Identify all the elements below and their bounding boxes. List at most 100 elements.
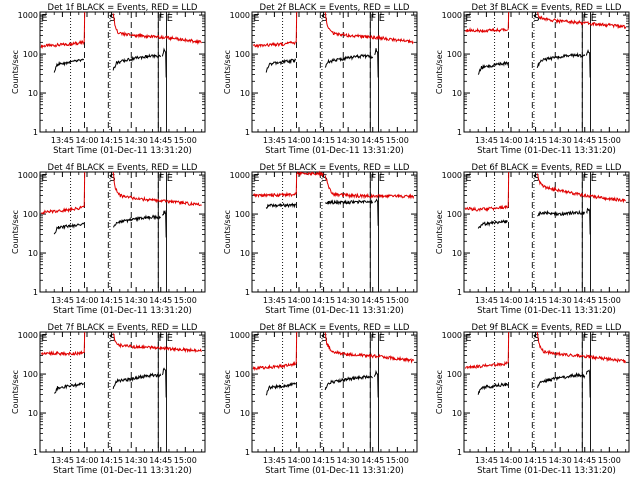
series-events-trace xyxy=(324,53,374,68)
x-tick-label: 15:00 xyxy=(386,136,409,145)
y-axis-label: Counts/sec xyxy=(223,50,232,94)
series-events-trace xyxy=(324,374,373,391)
y-tick-label: 1000 xyxy=(18,171,38,180)
series-lld-trace xyxy=(507,331,510,364)
plot-frame xyxy=(39,331,206,453)
x-tick-label: 14:00 xyxy=(499,456,522,465)
series-events-trace xyxy=(585,48,591,78)
marker-label: F xyxy=(158,173,164,184)
series-lld-trace xyxy=(83,11,86,43)
x-tick-label: 15:00 xyxy=(386,296,409,305)
x-tick-label: 15:00 xyxy=(386,456,409,465)
marker-label: E xyxy=(167,333,173,344)
x-tick-label: 13:45 xyxy=(263,456,286,465)
x-tick-label: 14:00 xyxy=(287,456,310,465)
y-axis-label: Counts/sec xyxy=(11,370,20,414)
series-events-trace xyxy=(324,199,374,206)
series-events-trace xyxy=(53,58,85,73)
x-tick-label: 14:15 xyxy=(100,456,123,465)
y-tick-label: 10 xyxy=(452,409,462,418)
x-tick-label: 14:15 xyxy=(100,296,123,305)
marker-label: S xyxy=(321,333,327,344)
y-axis-label: Counts/sec xyxy=(223,370,232,414)
panel-title: Det 7f BLACK = Events, RED = LLD xyxy=(48,323,198,333)
series-events-trace xyxy=(265,202,297,210)
x-tick-label: 14:45 xyxy=(573,456,596,465)
plot-frame xyxy=(251,11,418,133)
plot-frame xyxy=(463,331,630,453)
x-tick-label: 14:15 xyxy=(524,136,547,145)
y-tick-label: 100 xyxy=(447,50,462,59)
x-tick-label: 13:45 xyxy=(263,136,286,145)
x-tick-label: 14:15 xyxy=(312,456,335,465)
marker-label: E xyxy=(41,173,47,184)
x-tick-label: 14:00 xyxy=(75,136,98,145)
x-tick-label: 14:15 xyxy=(524,296,547,305)
series-events-trace xyxy=(477,60,509,75)
x-axis-label: Start Time (01-Dec-11 13:31:20) xyxy=(265,466,404,476)
y-tick-label: 1000 xyxy=(18,11,38,20)
series-lld-trace xyxy=(537,11,627,30)
series-events-trace xyxy=(585,207,591,235)
series-events-trace xyxy=(374,48,379,78)
series-lld-trace xyxy=(536,331,627,364)
series-events-trace xyxy=(53,382,84,394)
marker-label: E xyxy=(253,173,259,184)
series-events-trace xyxy=(112,53,162,71)
panel-title: Det 5f BLACK = Events, RED = LLD xyxy=(260,163,410,173)
series-lld-trace xyxy=(112,333,202,354)
y-tick-label: 1000 xyxy=(442,331,462,340)
panel-title: Det 8f BLACK = Events, RED = LLD xyxy=(260,323,410,333)
x-tick-label: 14:45 xyxy=(361,456,384,465)
x-tick-label: 15:00 xyxy=(598,456,621,465)
x-tick-label: 14:30 xyxy=(549,456,572,465)
marker-label: F xyxy=(370,173,376,184)
series-events-trace xyxy=(477,382,509,395)
y-tick-label: 1 xyxy=(245,288,250,297)
x-tick-label: 13:45 xyxy=(475,296,498,305)
marker-label: E xyxy=(591,13,597,24)
y-tick-label: 100 xyxy=(23,210,38,219)
series-events-trace xyxy=(112,214,161,228)
y-tick-label: 10 xyxy=(240,249,250,258)
x-tick-label: 14:45 xyxy=(361,136,384,145)
x-tick-label: 15:00 xyxy=(174,456,197,465)
x-tick-label: 13:45 xyxy=(263,296,286,305)
y-tick-label: 1 xyxy=(245,128,250,137)
y-axis-label: Counts/sec xyxy=(435,370,444,414)
series-events-trace xyxy=(265,382,297,396)
x-axis-label: Start Time (01-Dec-11 13:31:20) xyxy=(53,306,192,316)
series-lld-trace xyxy=(295,173,298,195)
plot-frame xyxy=(39,171,206,293)
series-lld-trace xyxy=(295,11,298,43)
y-tick-label: 100 xyxy=(447,370,462,379)
marker-label: S xyxy=(533,13,539,24)
series-events-trace xyxy=(537,209,586,217)
series-lld-trace xyxy=(464,204,509,213)
panel-title: Det 2f BLACK = Events, RED = LLD xyxy=(260,3,410,13)
y-axis-label: Counts/sec xyxy=(223,210,232,254)
marker-label: E xyxy=(253,333,259,344)
x-tick-label: 14:00 xyxy=(287,296,310,305)
marker-label: E xyxy=(465,173,471,184)
x-tick-label: 14:00 xyxy=(499,296,522,305)
series-lld-trace xyxy=(296,170,324,178)
marker-label: E xyxy=(591,173,597,184)
series-lld-trace xyxy=(252,191,297,198)
series-lld-trace xyxy=(324,175,415,200)
x-tick-label: 14:00 xyxy=(75,456,98,465)
marker-label: E xyxy=(379,173,385,184)
x-tick-label: 14:45 xyxy=(573,136,596,145)
x-tick-label: 14:15 xyxy=(100,136,123,145)
plot-frame xyxy=(39,11,206,133)
series-lld-trace xyxy=(112,13,202,46)
marker-label: E xyxy=(465,13,471,24)
y-tick-label: 1 xyxy=(33,128,38,137)
y-tick-label: 10 xyxy=(28,89,38,98)
